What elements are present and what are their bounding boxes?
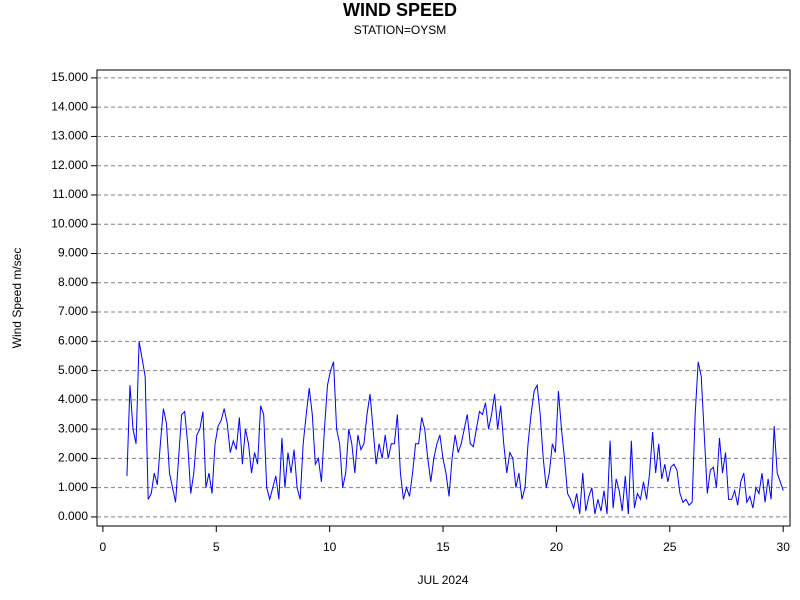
y-tick-label: 8.000: [58, 275, 88, 289]
y-tick-label: 12.000: [51, 158, 88, 172]
x-tick-label: 20: [550, 540, 564, 554]
y-tick-label: 13.000: [51, 129, 88, 143]
data-line: [126, 341, 784, 515]
x-tick-label: 25: [663, 540, 677, 554]
x-tick-label: 0: [100, 540, 107, 554]
y-axis-label: Wind Speed m/sec: [10, 248, 24, 349]
y-tick-label: 7.000: [58, 304, 88, 318]
x-tick-label: 30: [777, 540, 791, 554]
y-tick-label: 2.000: [58, 451, 88, 465]
x-tick-label: 15: [436, 540, 450, 554]
y-tick-label: 14.000: [51, 99, 88, 113]
chart-subtitle: STATION=OYSM: [354, 23, 447, 37]
chart-title: WIND SPEED: [343, 0, 457, 20]
plot-frame: [96, 69, 791, 527]
y-tick-label: 6.000: [58, 333, 88, 347]
y-tick-label: 9.000: [58, 246, 88, 260]
y-tick-label: 1.000: [58, 480, 88, 494]
x-tick-label: 10: [323, 540, 337, 554]
y-tick-label: 4.000: [58, 392, 88, 406]
y-tick-label: 10.000: [51, 216, 88, 230]
y-tick-label: 11.000: [52, 187, 88, 201]
x-axis-label: JUL 2024: [418, 573, 469, 587]
x-tick-label: 5: [213, 540, 220, 554]
y-tick-label: 5.000: [58, 363, 88, 377]
y-tick-label: 0.000: [58, 509, 88, 523]
y-tick-label: 15.000: [51, 70, 88, 84]
y-tick-label: 3.000: [58, 421, 88, 435]
